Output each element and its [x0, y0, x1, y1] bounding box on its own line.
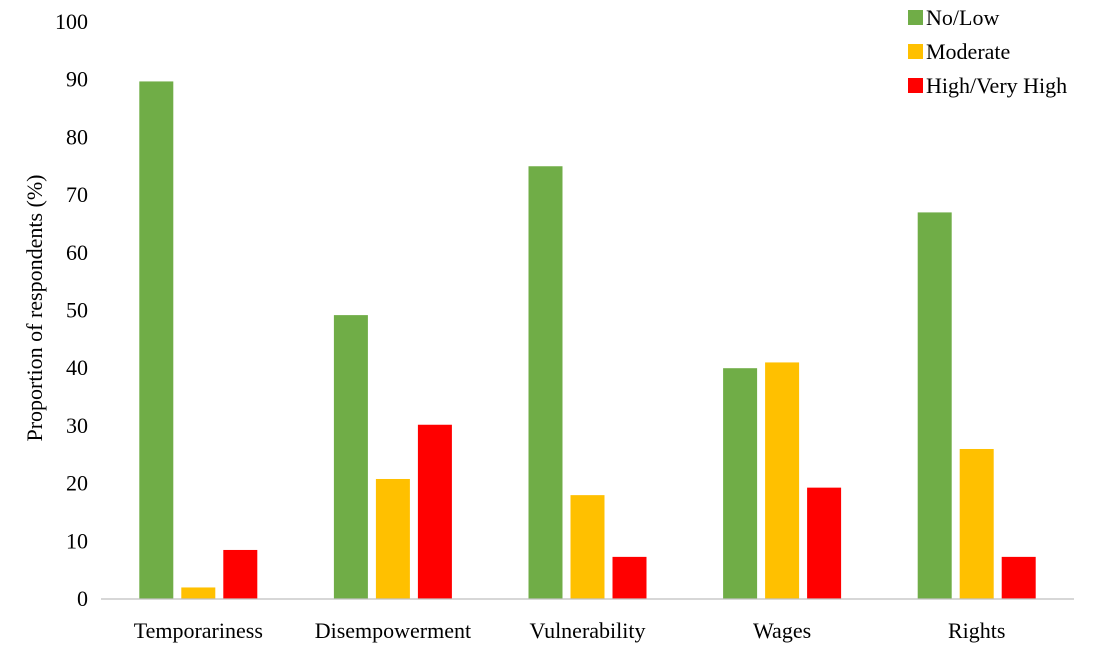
bar-high-very-high-wages — [807, 487, 842, 599]
bar-moderate-rights — [959, 448, 994, 599]
legend-label: Moderate — [926, 39, 1010, 64]
bar-high-very-high-disempowerment — [417, 424, 452, 599]
x-tick-label: Rights — [948, 618, 1005, 643]
y-tick-label: 100 — [55, 9, 88, 34]
legend-swatch — [908, 78, 923, 93]
legend-swatch — [908, 44, 923, 59]
y-tick-label: 10 — [66, 528, 88, 553]
bar-moderate-vulnerability — [570, 495, 605, 599]
legend: No/Low Moderate High/Very High — [908, 5, 1067, 98]
bars — [139, 81, 1036, 599]
bar-no-low-rights — [917, 212, 952, 599]
legend-swatch — [908, 10, 923, 25]
bar-no-low-wages — [723, 368, 758, 599]
bar-high-very-high-rights — [1001, 556, 1036, 599]
y-tick-label: 40 — [66, 355, 88, 380]
y-axis-ticks: 0 10 20 30 40 50 60 70 80 90 100 — [55, 9, 88, 611]
y-tick-label: 70 — [66, 182, 88, 207]
bar-no-low-temporariness — [139, 81, 174, 599]
y-tick-label: 50 — [66, 298, 88, 323]
y-tick-label: 90 — [66, 67, 88, 92]
bar-high-very-high-temporariness — [223, 549, 258, 599]
legend-label: No/Low — [926, 5, 999, 30]
bar-moderate-temporariness — [181, 587, 216, 599]
x-tick-label: Disempowerment — [315, 618, 471, 643]
y-axis-title: Proportion of respondents (%) — [22, 174, 47, 441]
x-tick-label: Wages — [753, 618, 811, 643]
x-tick-label: Vulnerability — [530, 618, 646, 643]
y-tick-label: 80 — [66, 124, 88, 149]
bar-no-low-vulnerability — [528, 166, 563, 599]
x-axis-labels: Temporariness Disempowerment Vulnerability… — [134, 618, 1006, 643]
bar-no-low-disempowerment — [333, 315, 368, 599]
legend-label: High/Very High — [926, 73, 1067, 98]
y-tick-label: 60 — [66, 240, 88, 265]
bar-high-very-high-vulnerability — [612, 556, 647, 599]
y-tick-label: 20 — [66, 471, 88, 496]
x-tick-label: Temporariness — [134, 618, 263, 643]
bar-moderate-wages — [765, 362, 800, 599]
y-tick-label: 30 — [66, 413, 88, 438]
bar-moderate-disempowerment — [375, 478, 410, 599]
y-tick-label: 0 — [77, 586, 88, 611]
